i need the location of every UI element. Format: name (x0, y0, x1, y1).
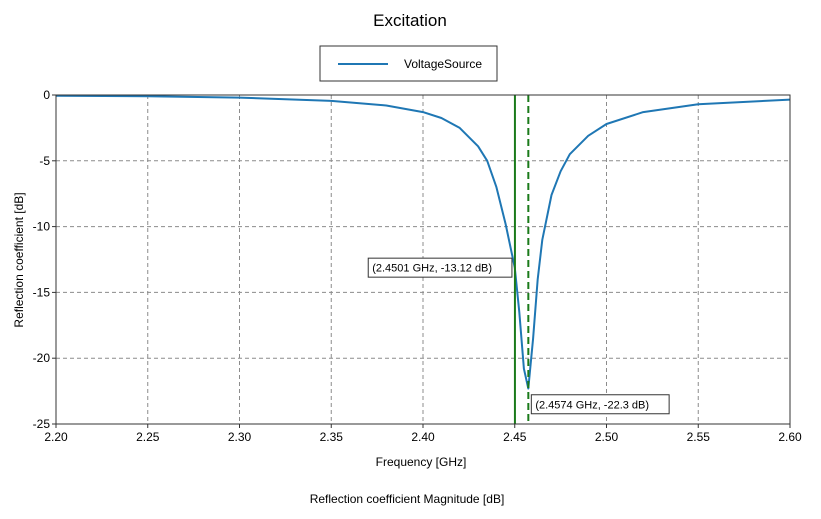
x-tick-label: 2.60 (778, 430, 802, 444)
x-tick-label: 2.40 (411, 430, 435, 444)
y-axis-label: Reflection coefficient [dB] (12, 192, 26, 327)
x-ticks: 2.20 2.25 2.30 2.35 2.40 2.45 2.50 2.55 2.60 (44, 424, 802, 444)
annotation-box (367, 257, 513, 278)
y-tick-label: 0 (43, 88, 50, 102)
x-tick-label: 2.45 (503, 430, 527, 444)
footer-caption: Reflection coefficient Magnitude [dB] (310, 492, 505, 506)
x-tick-label: 2.50 (595, 430, 619, 444)
annotation-text: (2.4501 GHz, -13.12 dB) (372, 263, 492, 275)
legend: VoltageSource (319, 45, 498, 82)
y-tick-label: -20 (33, 351, 51, 365)
series-line-voltagesource (55, 94, 791, 390)
x-tick-label: 2.25 (136, 430, 160, 444)
x-tick-label: 2.35 (320, 430, 344, 444)
x-axis-label: Frequency [GHz] (376, 455, 467, 469)
marker-annotation: (2.4574 GHz, -22.3 dB) (530, 394, 670, 415)
y-tick-label: -10 (33, 220, 51, 234)
x-tick-label: 2.55 (687, 430, 711, 444)
legend-label-voltagesource: VoltageSource (404, 57, 482, 71)
y-tick-label: -5 (39, 154, 50, 168)
x-tick-label: 2.30 (228, 430, 252, 444)
chart-title: Excitation (373, 11, 447, 30)
plot-frame (55, 94, 791, 425)
annotation-text: (2.4574 GHz, -22.3 dB) (535, 399, 649, 411)
y-ticks: 0 -5 -10 -15 -20 -25 (33, 88, 56, 431)
annotation-box (530, 394, 670, 415)
series-layer (55, 94, 791, 390)
markers: (2.4501 GHz, -13.12 dB) (2.4574 GHz, -22.… (367, 95, 670, 424)
y-tick-label: -15 (33, 285, 51, 299)
x-tick-label: 2.20 (44, 430, 68, 444)
y-tick-label: -25 (33, 417, 51, 431)
marker-annotation: (2.4501 GHz, -13.12 dB) (367, 257, 513, 278)
